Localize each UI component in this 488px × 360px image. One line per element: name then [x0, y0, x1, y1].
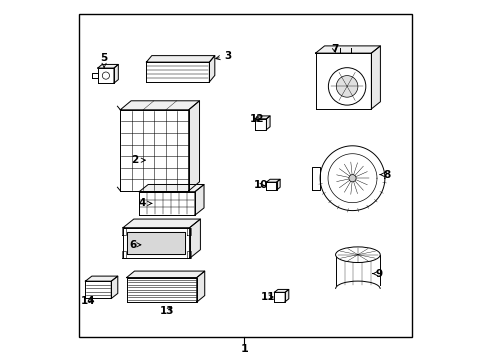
- Text: 14: 14: [81, 296, 95, 306]
- Polygon shape: [266, 182, 276, 190]
- Polygon shape: [327, 154, 376, 203]
- Polygon shape: [276, 179, 280, 190]
- Text: 3: 3: [215, 51, 231, 61]
- Text: 13: 13: [160, 306, 174, 316]
- Polygon shape: [320, 146, 384, 211]
- Polygon shape: [111, 276, 118, 298]
- Polygon shape: [127, 232, 185, 254]
- Ellipse shape: [335, 247, 380, 262]
- Text: 6: 6: [129, 240, 141, 250]
- Polygon shape: [120, 101, 199, 110]
- Polygon shape: [209, 55, 214, 82]
- Polygon shape: [195, 184, 203, 215]
- Polygon shape: [98, 64, 118, 68]
- Polygon shape: [122, 228, 125, 235]
- Text: 1: 1: [240, 344, 248, 354]
- Polygon shape: [123, 228, 189, 258]
- Polygon shape: [186, 251, 191, 258]
- Text: 7: 7: [330, 44, 338, 54]
- Polygon shape: [123, 219, 200, 228]
- Polygon shape: [126, 271, 204, 278]
- Text: 4: 4: [138, 198, 151, 208]
- Polygon shape: [98, 68, 114, 83]
- Polygon shape: [285, 289, 288, 302]
- Text: 8: 8: [379, 170, 389, 180]
- Polygon shape: [114, 64, 118, 83]
- Polygon shape: [371, 46, 380, 109]
- Bar: [79, 14, 411, 337]
- Polygon shape: [196, 271, 204, 302]
- Polygon shape: [315, 46, 380, 53]
- Polygon shape: [254, 119, 266, 130]
- Polygon shape: [274, 292, 285, 302]
- Circle shape: [328, 68, 365, 105]
- Polygon shape: [85, 281, 111, 298]
- Polygon shape: [254, 116, 269, 119]
- Text: 11: 11: [260, 292, 275, 302]
- Polygon shape: [126, 278, 196, 302]
- Text: 2: 2: [131, 155, 145, 165]
- Polygon shape: [315, 53, 371, 109]
- Polygon shape: [274, 289, 288, 292]
- Polygon shape: [189, 219, 200, 258]
- Polygon shape: [122, 251, 125, 258]
- Polygon shape: [188, 101, 199, 191]
- Polygon shape: [266, 179, 280, 182]
- Text: 12: 12: [249, 114, 264, 124]
- Polygon shape: [139, 184, 203, 192]
- Circle shape: [348, 175, 355, 182]
- Polygon shape: [146, 62, 209, 82]
- Polygon shape: [92, 73, 98, 78]
- Polygon shape: [186, 228, 191, 235]
- Circle shape: [102, 72, 109, 79]
- Polygon shape: [266, 116, 269, 130]
- Text: 9: 9: [372, 269, 382, 279]
- Polygon shape: [146, 55, 214, 62]
- Text: 5: 5: [100, 53, 107, 68]
- Polygon shape: [85, 276, 118, 281]
- Polygon shape: [311, 166, 320, 190]
- Polygon shape: [139, 192, 195, 215]
- Polygon shape: [120, 110, 188, 191]
- Text: 10: 10: [253, 180, 267, 190]
- Circle shape: [336, 76, 357, 97]
